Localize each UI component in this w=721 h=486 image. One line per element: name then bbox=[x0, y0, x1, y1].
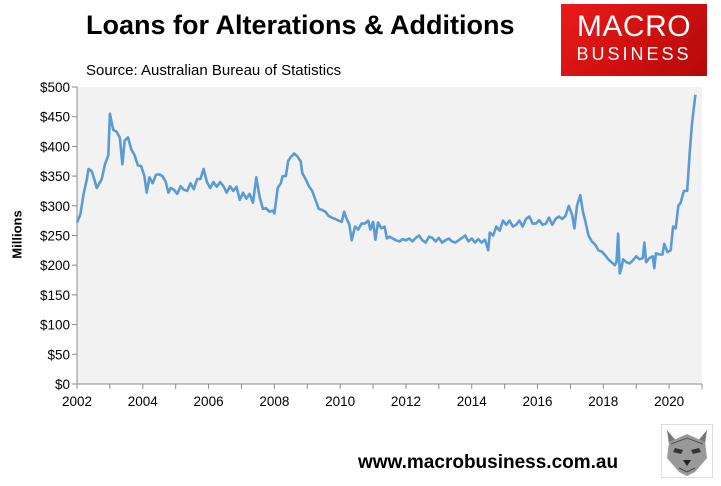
website-url[interactable]: www.macrobusiness.com.au bbox=[358, 452, 619, 473]
x-tick-label: 2004 bbox=[128, 394, 159, 409]
x-axis: 2002 2004 2006 2008 2010 2012 2014 2016 2018 2020 bbox=[62, 383, 703, 409]
chart-title: Loans for Alterations & Additions bbox=[86, 10, 515, 40]
logo-line-2: BUSINESS bbox=[576, 44, 692, 64]
y-tick-label: $400 bbox=[40, 139, 70, 154]
x-tick-label: 2018 bbox=[588, 394, 618, 409]
series-line bbox=[75, 94, 697, 275]
y-tick-label: $250 bbox=[40, 229, 70, 244]
macrobusiness-logo: MACRO BUSINESS bbox=[561, 4, 707, 76]
x-tick-label: 2008 bbox=[259, 394, 289, 409]
y-tick-label: $150 bbox=[40, 288, 70, 303]
x-tick-label: 2002 bbox=[62, 394, 92, 409]
y-tick-label: $0 bbox=[55, 377, 70, 392]
x-tick-label: 2010 bbox=[325, 394, 355, 409]
y-tick-label: $500 bbox=[40, 80, 70, 95]
y-tick-label: $300 bbox=[40, 199, 70, 214]
logo-line-1: MACRO bbox=[576, 10, 692, 43]
y-tick-label: $450 bbox=[40, 110, 70, 125]
y-tick-label: $100 bbox=[40, 318, 70, 333]
chart-source: Source: Australian Bureau of Statistics bbox=[86, 62, 342, 79]
wolf-logo-icon bbox=[661, 424, 713, 478]
y-tick-label: $50 bbox=[47, 347, 70, 362]
x-tick-label: 2014 bbox=[457, 394, 488, 409]
x-tick-label: 2012 bbox=[391, 394, 421, 409]
y-axis: $0 $50 $100 $150 $200 $250 $300 $350 $400 $450 $50… bbox=[40, 80, 78, 392]
x-tick-label: 2020 bbox=[654, 394, 684, 409]
y-tick-label: $350 bbox=[40, 169, 70, 184]
x-tick-label: 2006 bbox=[194, 394, 224, 409]
y-tick-label: $200 bbox=[40, 258, 70, 273]
x-tick-label: 2016 bbox=[523, 394, 553, 409]
